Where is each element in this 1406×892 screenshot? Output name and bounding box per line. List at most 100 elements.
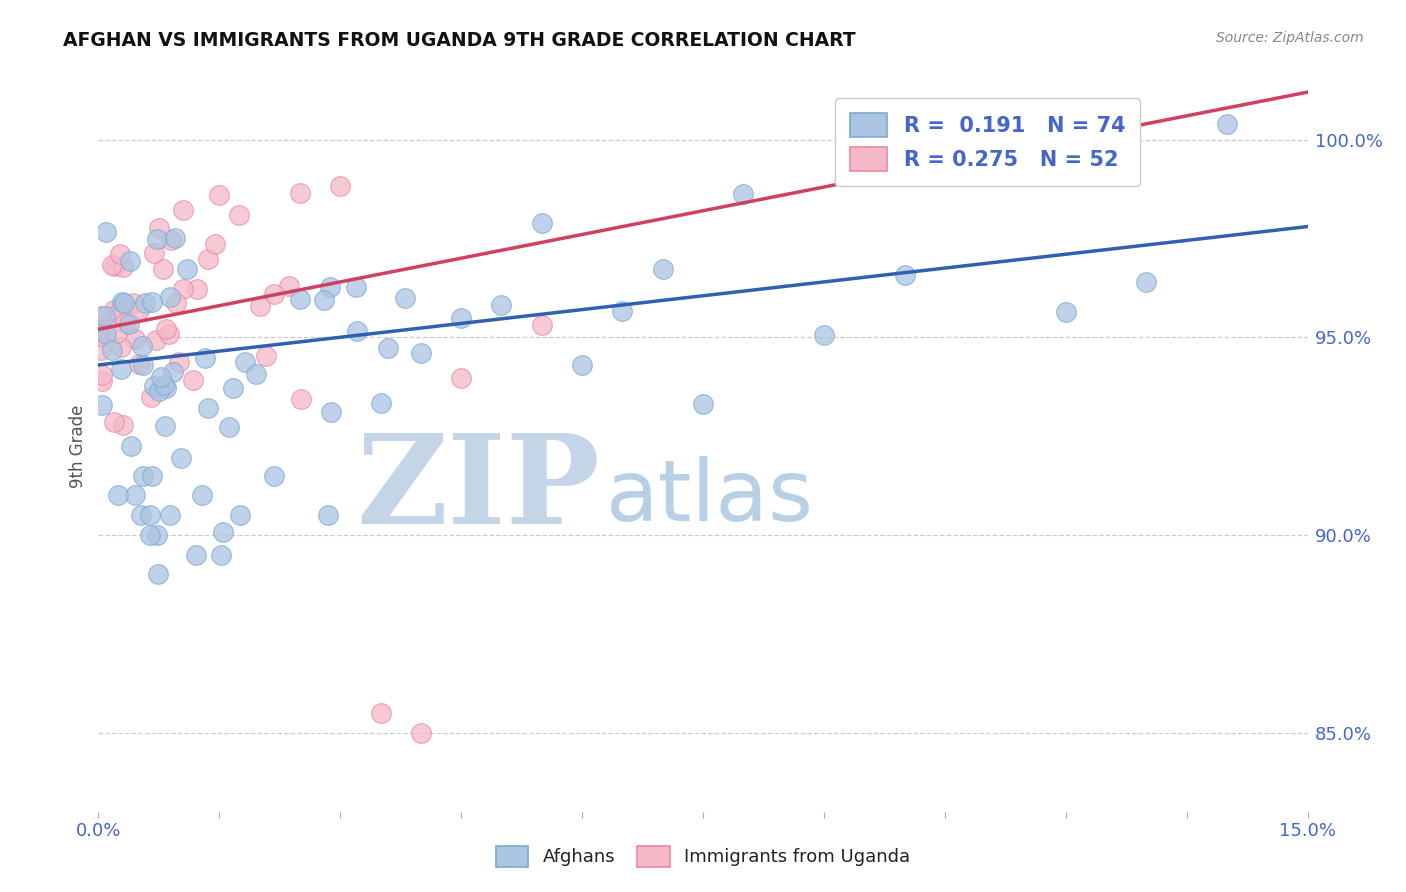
Legend: R =  0.191   N = 74, R = 0.275   N = 52: R = 0.191 N = 74, R = 0.275 N = 52 xyxy=(835,98,1140,186)
Point xyxy=(108,246,131,260)
Point xyxy=(139,528,162,542)
Point xyxy=(105,326,128,340)
Point xyxy=(145,528,167,542)
Point xyxy=(893,268,915,282)
Point xyxy=(110,340,132,354)
Point xyxy=(491,298,513,312)
Point xyxy=(112,418,135,433)
Point xyxy=(111,295,134,310)
Point xyxy=(143,378,166,392)
Point xyxy=(211,525,233,540)
Point xyxy=(314,293,336,308)
Point xyxy=(167,354,190,368)
Point xyxy=(101,343,124,358)
Point xyxy=(194,351,217,366)
Point xyxy=(172,282,194,296)
Point xyxy=(107,306,129,320)
Point xyxy=(172,202,194,217)
Point xyxy=(94,326,117,341)
Point xyxy=(129,508,152,523)
Point xyxy=(530,318,553,332)
Point xyxy=(143,245,166,260)
Point xyxy=(186,282,208,296)
Point xyxy=(370,396,392,410)
Point xyxy=(155,381,177,395)
Point xyxy=(733,187,755,202)
Point xyxy=(344,280,367,294)
Point xyxy=(124,331,146,345)
Point xyxy=(208,187,231,202)
Point xyxy=(120,439,142,453)
Point xyxy=(1054,304,1077,318)
Point xyxy=(228,208,250,222)
Point xyxy=(124,488,146,502)
Point xyxy=(152,261,174,276)
Point xyxy=(148,220,170,235)
Point xyxy=(450,371,472,385)
Point xyxy=(107,488,129,502)
Point xyxy=(101,258,124,272)
Point xyxy=(692,397,714,411)
Point xyxy=(145,232,167,246)
Point xyxy=(346,324,368,338)
Point xyxy=(245,367,267,381)
Point xyxy=(974,101,997,115)
Point xyxy=(165,296,187,310)
Y-axis label: 9th Grade: 9th Grade xyxy=(69,404,87,488)
Text: Source: ZipAtlas.com: Source: ZipAtlas.com xyxy=(1216,31,1364,45)
Point xyxy=(118,317,141,331)
Point xyxy=(103,415,125,429)
Point xyxy=(184,548,207,562)
Point xyxy=(1135,275,1157,289)
Point xyxy=(148,384,170,399)
Point xyxy=(128,357,150,371)
Point xyxy=(329,178,352,193)
Point xyxy=(530,216,553,230)
Point xyxy=(612,303,634,318)
Point xyxy=(112,295,135,310)
Point xyxy=(221,381,243,395)
Point xyxy=(90,329,112,343)
Point xyxy=(159,508,181,523)
Point xyxy=(131,339,153,353)
Point xyxy=(90,343,112,357)
Point xyxy=(114,316,136,330)
Text: AFGHAN VS IMMIGRANTS FROM UGANDA 9TH GRADE CORRELATION CHART: AFGHAN VS IMMIGRANTS FROM UGANDA 9TH GRA… xyxy=(63,31,856,50)
Point xyxy=(159,290,181,304)
Point xyxy=(176,262,198,277)
Point xyxy=(204,236,226,251)
Point xyxy=(316,508,339,523)
Point xyxy=(157,327,180,342)
Point xyxy=(165,231,187,245)
Point xyxy=(191,488,214,502)
Point xyxy=(91,398,114,412)
Point xyxy=(209,548,232,562)
Point xyxy=(91,322,114,336)
Point xyxy=(128,302,150,317)
Point xyxy=(132,468,155,483)
Point xyxy=(233,354,256,368)
Point xyxy=(90,374,112,388)
Point xyxy=(94,225,117,239)
Point xyxy=(409,346,432,360)
Point xyxy=(121,295,143,310)
Point xyxy=(263,286,285,301)
Point xyxy=(651,261,673,276)
Point xyxy=(263,468,285,483)
Text: atlas: atlas xyxy=(606,456,814,539)
Point xyxy=(118,254,141,268)
Point xyxy=(218,420,240,434)
Point xyxy=(319,280,342,294)
Text: ZIP: ZIP xyxy=(357,429,600,550)
Point xyxy=(141,294,163,309)
Point xyxy=(319,404,342,418)
Point xyxy=(409,725,432,739)
Point xyxy=(394,291,416,305)
Point xyxy=(104,260,127,274)
Point xyxy=(162,365,184,379)
Point xyxy=(155,321,177,335)
Point xyxy=(197,252,219,266)
Point xyxy=(290,392,312,406)
Point xyxy=(132,359,155,373)
Point xyxy=(288,292,311,306)
